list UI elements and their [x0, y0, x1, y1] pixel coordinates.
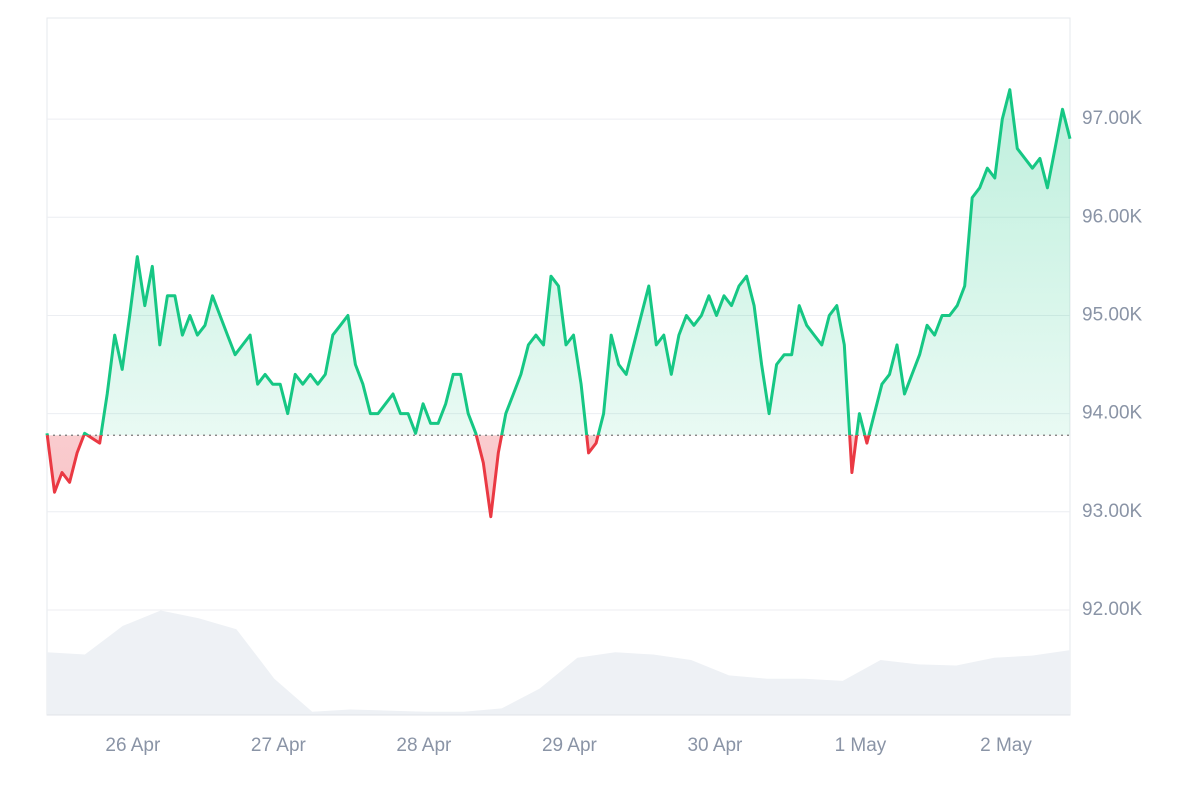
y-tick-label: 97.00K	[1082, 108, 1143, 129]
y-tick-label: 95.00K	[1082, 304, 1143, 325]
y-tick-label: 94.00K	[1082, 403, 1143, 424]
y-tick-label: 92.00K	[1082, 599, 1143, 620]
volume-area	[47, 610, 1070, 715]
y-tick-label: 96.00K	[1082, 206, 1143, 227]
x-tick-label: 30 Apr	[687, 735, 743, 756]
y-tick-label: 93.00K	[1082, 501, 1143, 522]
x-tick-label: 28 Apr	[396, 735, 452, 756]
x-tick-label: 29 Apr	[542, 735, 598, 756]
x-tick-label: 1 May	[835, 735, 887, 756]
x-tick-label: 27 Apr	[251, 735, 307, 756]
price-line-up	[45, 88, 1072, 436]
x-tick-label: 2 May	[980, 735, 1032, 756]
x-tick-label: 26 Apr	[105, 735, 161, 756]
area-up	[47, 89, 1070, 436]
